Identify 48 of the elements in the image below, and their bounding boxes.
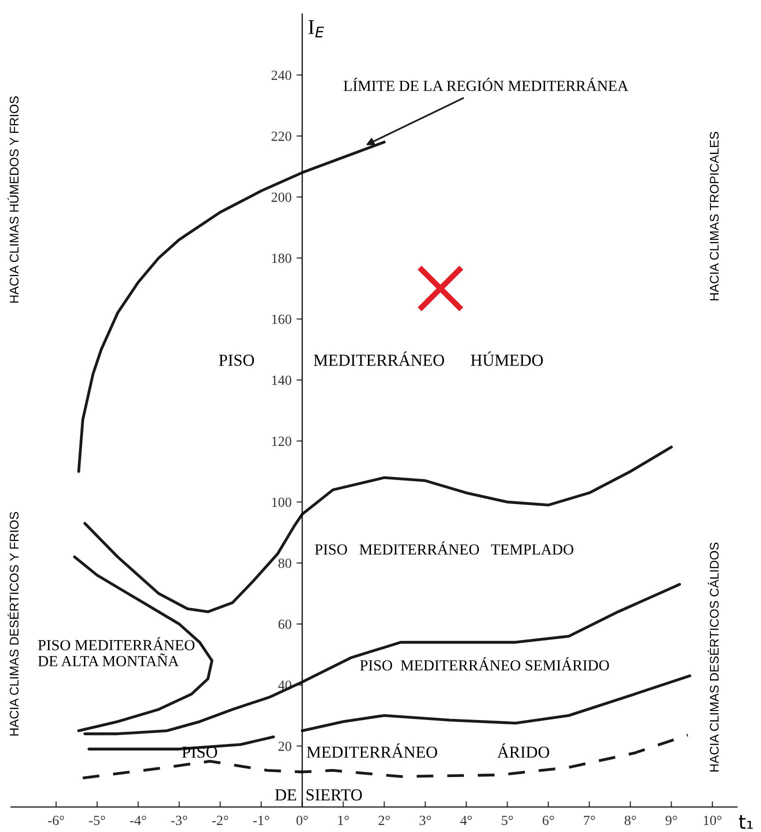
annotation: HACIA CLIMAS DESÉRTICOS CÁLIDOS xyxy=(708,542,719,772)
annotation: MEDITERRÁNEO xyxy=(314,351,444,366)
x-axis-title: t₁ xyxy=(738,815,753,829)
annotation: HACIA CLIMAS TROPICALES xyxy=(710,132,719,300)
annotation: PISO MEDITERRÁNEO TEMPLADO xyxy=(314,541,574,555)
annotation: ÁRIDO xyxy=(497,743,550,758)
y-tick-label: 240 xyxy=(272,70,292,80)
y-axis-title: I$_{E}$ xyxy=(308,20,324,38)
y-tick-label: 200 xyxy=(272,192,292,202)
annotation: PISO MEDITERRÁNEO SEMIÁRIDO xyxy=(360,657,609,671)
x-tick-label: 1° xyxy=(338,816,349,825)
x-tick-label: 3° xyxy=(420,816,431,826)
x-tick-label: 8° xyxy=(624,816,636,826)
annotation: PISO xyxy=(219,354,254,366)
x-tick-label: 9° xyxy=(666,816,677,826)
y-tick-label: 60 xyxy=(278,620,292,629)
line-series xyxy=(83,446,673,614)
x-tick-label: 4° xyxy=(460,816,472,825)
x-tick-label: 6° xyxy=(542,816,554,826)
y-tick-label: 140 xyxy=(272,376,292,385)
annotation: LÍMITE DE LA REGIÓN MEDITERRÁNEA xyxy=(344,78,628,92)
y-tick-label: 80 xyxy=(278,558,292,568)
x-tick-label: -3° xyxy=(171,816,188,826)
x-tick-label: 7° xyxy=(584,816,595,825)
annotation: SIERTO xyxy=(306,789,362,800)
x-tick-label: -2° xyxy=(212,816,228,825)
x-tick-label: 0° xyxy=(296,816,308,826)
x-tick-label: 10° xyxy=(704,816,722,826)
annotation: PISO xyxy=(182,746,218,758)
annotation: HACIA CLIMAS DESÉRTICOS Y FRIOS xyxy=(8,512,19,736)
line-series xyxy=(81,734,690,780)
y-tick-label: 160 xyxy=(272,314,292,324)
annotation: PISO MEDITERRÁNEO DE ALTA MONTAÑA xyxy=(38,637,194,666)
x-tick-label: 5° xyxy=(502,816,513,826)
annotation: DE xyxy=(275,789,296,800)
y-tick-label: 220 xyxy=(272,132,292,141)
annotation: HACIA CLIMAS HÚMEDOS Y FRIOS xyxy=(8,96,19,303)
x-tick-label: 2° xyxy=(378,816,390,825)
x-tick-label: -1° xyxy=(253,816,270,825)
y-tick-label: 100 xyxy=(272,498,292,507)
annotation: HÚMEDO xyxy=(470,351,543,366)
x-tick-label: -5° xyxy=(89,816,106,826)
x-tick-label: -4° xyxy=(130,816,146,825)
y-tick-label: 20 xyxy=(278,742,292,751)
y-tick-label: 180 xyxy=(272,254,292,263)
x-tick-label: -6° xyxy=(48,816,64,826)
annotation: MEDITERRÁNEO xyxy=(306,743,438,758)
y-tick-label: 120 xyxy=(272,436,292,446)
